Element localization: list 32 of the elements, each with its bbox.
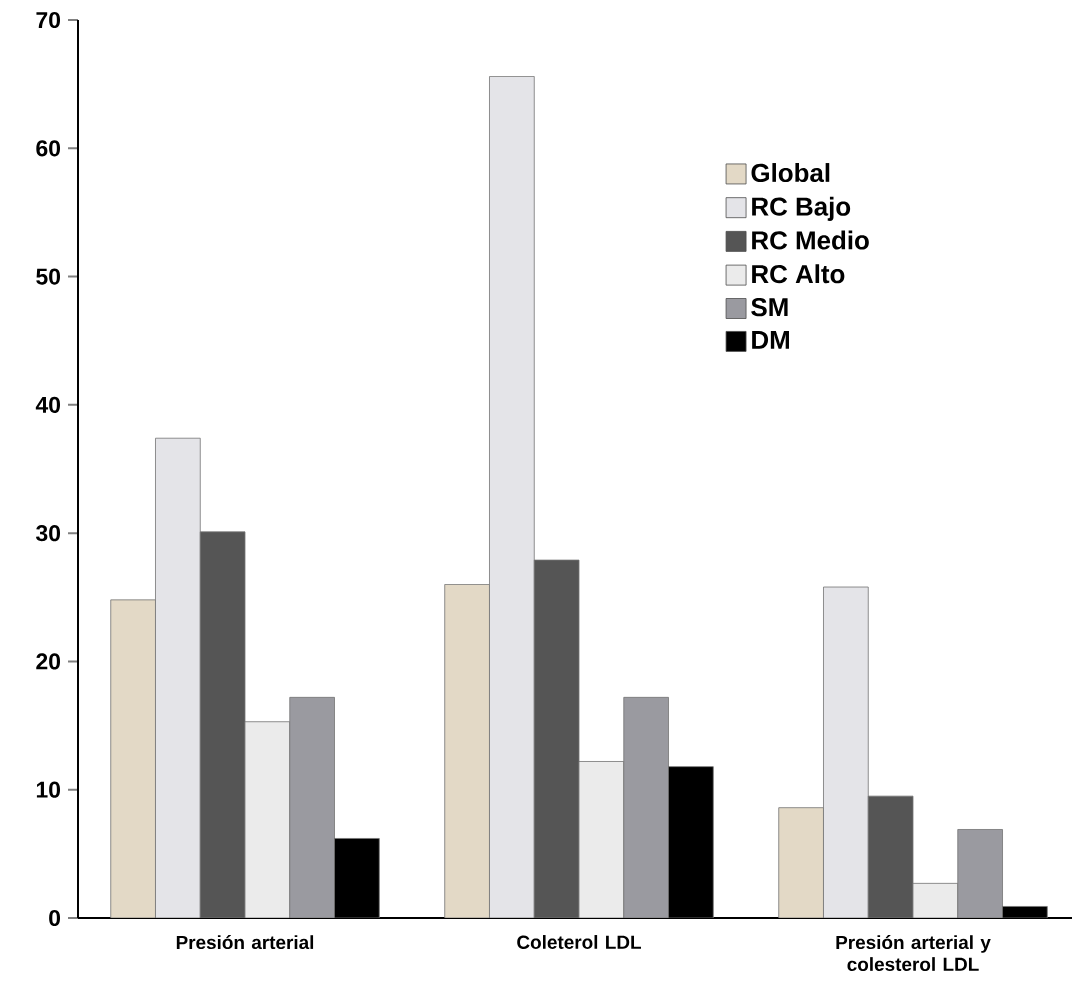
bar (110, 599, 156, 918)
y-tick-label: 40 (35, 396, 61, 413)
bar (199, 531, 246, 918)
bar (155, 437, 201, 918)
bar (533, 559, 580, 918)
legend-label: SM (751, 297, 788, 317)
bar (289, 696, 335, 918)
bar (489, 76, 535, 918)
y-tick-label: 0 (49, 909, 61, 927)
legend-label: RC Bajo (752, 196, 851, 221)
bar (623, 696, 669, 918)
x-tick-label: Presión arterial (176, 935, 314, 950)
legend-label: DM (752, 331, 789, 349)
bar (444, 584, 490, 918)
y-tick-label: 70 (36, 11, 61, 29)
x-tick-label: Presión arterial y colesterol LDL (836, 935, 991, 972)
bar (867, 795, 914, 918)
y-tick-label: 20 (36, 653, 61, 670)
x-tick-label: Coleterol LDL (517, 935, 642, 949)
bar (244, 721, 291, 918)
legend-label: Global (751, 163, 830, 183)
legend-label: RC Medio (752, 230, 869, 250)
bar (778, 807, 824, 918)
y-tick-label: 10 (36, 781, 61, 798)
y-tick-label: 50 (36, 268, 61, 285)
bar (823, 586, 869, 918)
y-tick-label: 60 (36, 140, 61, 157)
bar (957, 829, 1003, 918)
bar (578, 761, 625, 918)
y-tick-label: 30 (36, 525, 61, 542)
legend-label: RC Alto (752, 264, 845, 284)
bar (912, 882, 959, 918)
